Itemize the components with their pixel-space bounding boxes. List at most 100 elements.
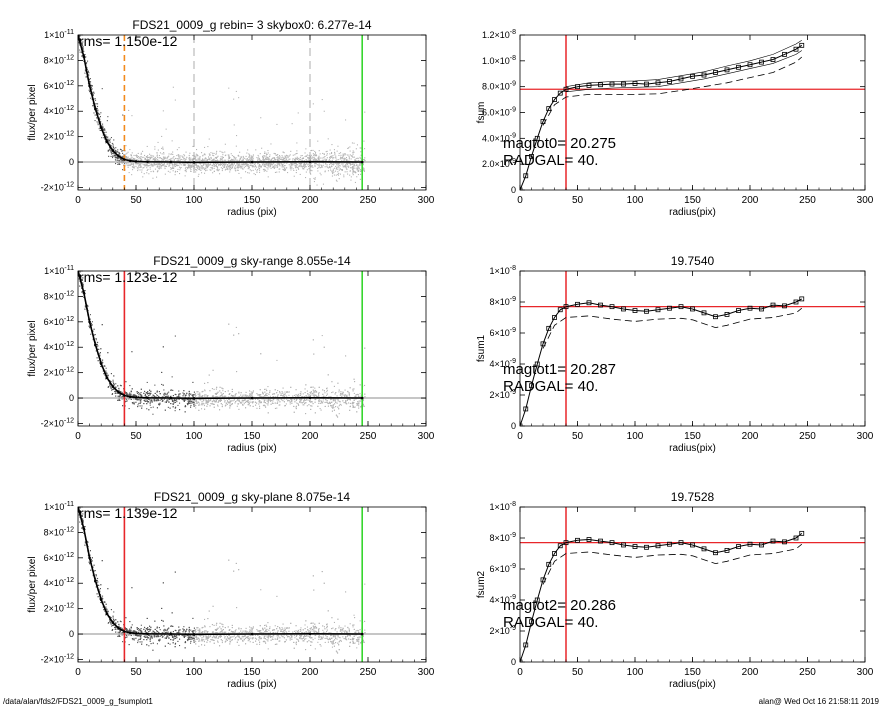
scatter-point xyxy=(112,157,114,159)
scatter-point xyxy=(204,408,206,410)
scatter-point xyxy=(144,157,146,159)
scatter-point xyxy=(188,392,190,394)
scatter-point xyxy=(157,398,159,400)
scatter-point xyxy=(196,154,198,156)
scatter-point xyxy=(122,155,124,157)
scatter-point xyxy=(224,169,226,171)
scatter-point xyxy=(95,338,97,340)
scatter-point xyxy=(249,154,251,156)
scatter-point xyxy=(167,159,169,161)
scatter-point xyxy=(166,157,168,159)
scatter-point xyxy=(139,393,141,395)
scatter-point xyxy=(331,144,333,146)
scatter-point xyxy=(246,159,248,161)
scatter-point xyxy=(276,166,278,168)
scatter-point xyxy=(193,402,195,404)
scatter-point xyxy=(159,403,161,405)
scatter-point xyxy=(137,152,139,154)
scatter-point xyxy=(172,406,174,408)
scatter-point xyxy=(304,163,306,165)
series-marker xyxy=(793,46,799,52)
scatter-point xyxy=(266,403,268,405)
scatter-point xyxy=(164,157,166,159)
scatter-point xyxy=(161,157,163,159)
scatter-point xyxy=(237,169,239,171)
scatter-point xyxy=(262,158,264,160)
scatter-point xyxy=(279,391,281,393)
scatter-point xyxy=(353,142,355,144)
scatter-point xyxy=(248,402,250,404)
scatter-point xyxy=(359,147,361,149)
scatter-point xyxy=(320,160,322,162)
scatter-point xyxy=(348,393,350,395)
scatter-point xyxy=(296,166,298,168)
scatter-point xyxy=(318,150,320,152)
scatter-point xyxy=(320,174,322,176)
scatter-point xyxy=(341,169,343,171)
scatter-point xyxy=(354,165,356,167)
scatter-point xyxy=(290,166,292,168)
scatter-point xyxy=(331,156,333,158)
scatter-point xyxy=(94,334,96,336)
scatter-point xyxy=(141,159,143,161)
scatter-point xyxy=(236,169,238,171)
scatter-point xyxy=(138,164,140,166)
scatter-point xyxy=(250,401,252,403)
scatter-point xyxy=(335,170,337,172)
scatter-point xyxy=(118,399,120,401)
scatter-point xyxy=(267,166,269,168)
scatter-point xyxy=(278,171,280,173)
scatter-point xyxy=(295,158,297,160)
scatter-point xyxy=(314,387,316,389)
scatter-point xyxy=(164,168,166,170)
scatter-point xyxy=(195,169,197,171)
scatter-point xyxy=(276,123,278,125)
scatter-point xyxy=(270,167,272,169)
scatter-point xyxy=(184,411,186,413)
scatter-point xyxy=(325,151,327,153)
scatter-point xyxy=(115,147,117,149)
scatter-point xyxy=(119,395,121,397)
scatter-point xyxy=(173,159,175,161)
scatter-point xyxy=(178,393,180,395)
scatter-point xyxy=(184,163,186,165)
scatter-point xyxy=(82,41,84,43)
scatter-point xyxy=(183,157,185,159)
scatter-point xyxy=(155,164,157,166)
scatter-point xyxy=(266,159,268,161)
scatter-point xyxy=(263,165,265,167)
scatter-point xyxy=(146,157,148,159)
scatter-point xyxy=(112,145,114,147)
scatter-point xyxy=(128,172,130,174)
scatter-point xyxy=(272,157,274,159)
scatter-point xyxy=(126,393,128,395)
scatter-point xyxy=(326,401,328,403)
scatter-point xyxy=(288,391,290,393)
scatter-point xyxy=(169,159,171,161)
scatter-point xyxy=(279,168,281,170)
scatter-point xyxy=(332,400,334,402)
scatter-point xyxy=(354,395,356,397)
scatter-point xyxy=(123,154,125,156)
scatter-point xyxy=(228,323,230,325)
scatter-point xyxy=(132,395,134,397)
scatter-point xyxy=(294,157,296,159)
scatter-point xyxy=(243,403,245,405)
scatter-point xyxy=(284,393,286,395)
scatter-point xyxy=(203,163,205,165)
profile-point xyxy=(146,160,149,164)
scatter-point xyxy=(201,164,203,166)
scatter-point xyxy=(202,158,204,160)
scatter-point xyxy=(345,164,347,166)
scatter-point xyxy=(152,164,154,166)
scatter-point xyxy=(139,166,141,168)
scatter-point xyxy=(194,163,196,165)
scatter-point xyxy=(320,402,322,404)
scatter-point xyxy=(90,93,92,95)
scatter-point xyxy=(224,400,226,402)
scatter-point xyxy=(84,305,86,307)
scatter-point xyxy=(178,164,180,166)
scatter-point xyxy=(355,159,357,161)
scatter-point xyxy=(282,400,284,402)
scatter-point xyxy=(297,168,299,170)
